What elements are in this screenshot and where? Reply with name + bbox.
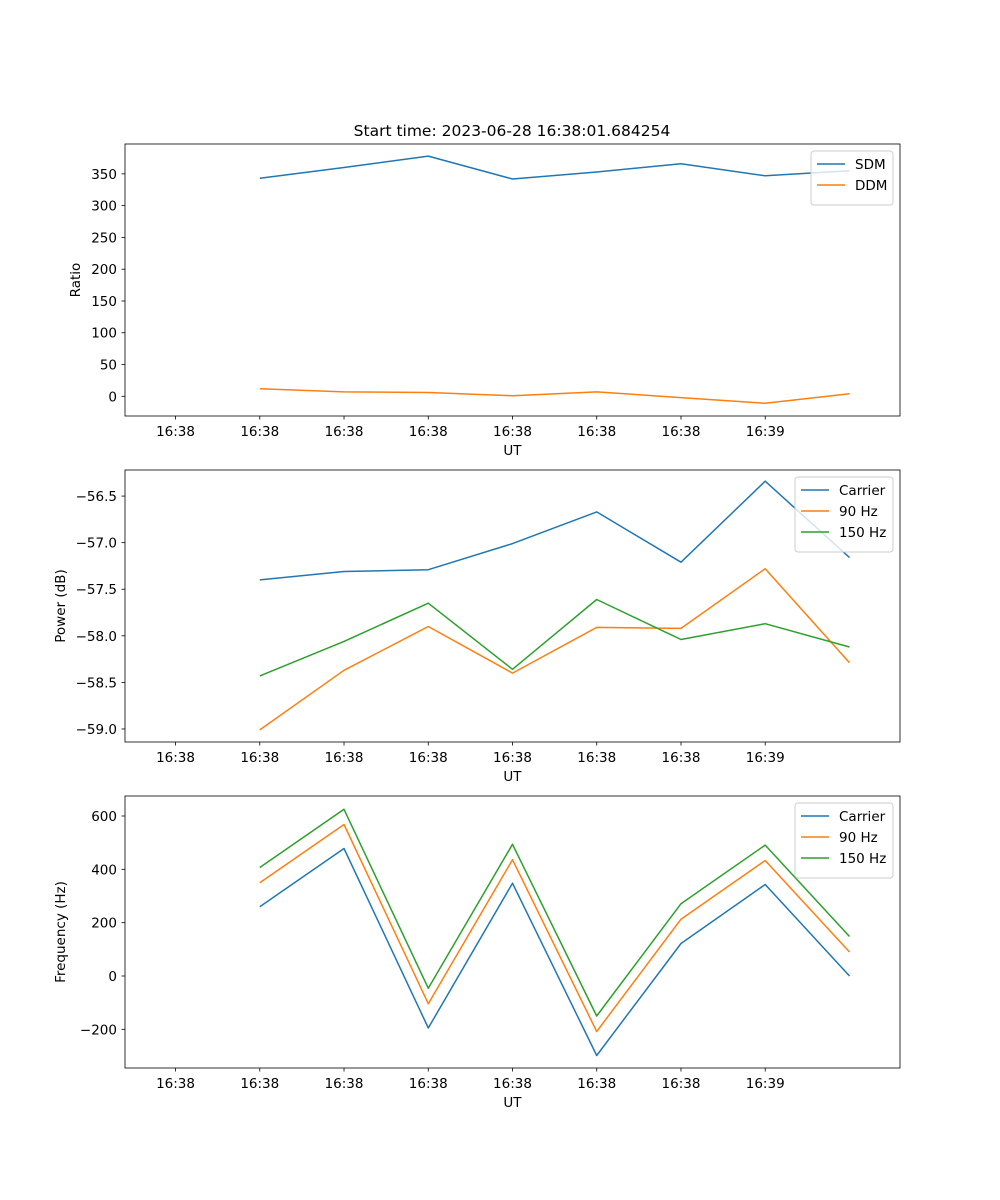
x-tick-label: 16:38 <box>409 1076 448 1092</box>
x-axis-label: UT <box>503 443 522 459</box>
x-tick-label: 16:38 <box>493 1076 532 1092</box>
y-tick-label: 0 <box>108 389 117 405</box>
legend-label: 90 Hz <box>839 504 878 520</box>
x-tick-label: 16:38 <box>240 1076 279 1092</box>
x-tick-label: 16:38 <box>156 1076 195 1092</box>
chart-title: Start time: 2023-06-28 16:38:01.684254 <box>354 122 671 140</box>
legend-label: Carrier <box>839 809 886 825</box>
y-tick-label: 350 <box>91 167 117 183</box>
legend-label: 90 Hz <box>839 830 878 846</box>
x-tick-label: 16:38 <box>662 424 701 440</box>
x-tick-label: 16:38 <box>409 750 448 766</box>
y-tick-label: −57.0 <box>76 536 117 552</box>
x-tick-label: 16:38 <box>409 424 448 440</box>
subplot-2: 16:38 16:38 16:38 16:38 16:38 16:38 16:38 16:39… <box>53 469 901 785</box>
x-tick-label: 16:39 <box>746 1076 785 1092</box>
series-line-90-hz <box>259 567 851 731</box>
y-tick-label: −57.5 <box>76 582 117 598</box>
series-line-90-hz <box>259 823 851 1033</box>
legend: SDM DDM <box>810 150 894 206</box>
legend-box <box>794 802 894 879</box>
y-tick-label: 50 <box>100 358 117 374</box>
y-tick-label: −58.5 <box>76 675 117 691</box>
y-tick-label: −200 <box>80 1022 117 1038</box>
x-tick-label: 16:38 <box>662 750 701 766</box>
x-tick-label: 16:38 <box>577 424 616 440</box>
y-axis-label: Frequency (Hz) <box>53 881 69 983</box>
x-tick-label: 16:38 <box>156 424 195 440</box>
x-tick-label: 16:38 <box>662 1076 701 1092</box>
legend: Carrier 90 Hz 150 Hz <box>794 476 894 553</box>
x-tick-label: 16:38 <box>240 424 279 440</box>
y-tick-label: 0 <box>108 969 117 985</box>
x-tick-label: 16:38 <box>156 750 195 766</box>
y-tick-label: 200 <box>91 916 117 932</box>
series-line-carrier <box>259 480 851 581</box>
legend-label: DDM <box>855 178 887 194</box>
x-tick-label: 16:38 <box>577 750 616 766</box>
x-tick-label: 16:39 <box>746 750 785 766</box>
x-tick-label: 16:38 <box>325 424 364 440</box>
x-tick-label: 16:38 <box>577 1076 616 1092</box>
legend-label: 150 Hz <box>839 525 886 541</box>
y-tick-label: −56.5 <box>76 489 117 505</box>
subplot-3: 16:38 16:38 16:38 16:38 16:38 16:38 16:38 16:39… <box>53 795 901 1111</box>
x-axis-label: UT <box>503 1095 522 1111</box>
x-tick-label: 16:38 <box>240 750 279 766</box>
legend-box <box>794 476 894 553</box>
x-tick-label: 16:38 <box>325 750 364 766</box>
legend-label: SDM <box>855 157 886 173</box>
x-tick-label: 16:38 <box>493 750 532 766</box>
x-axis-label: UT <box>503 769 522 785</box>
y-axis-label: Ratio <box>68 263 84 298</box>
y-tick-label: 600 <box>91 809 117 825</box>
y-tick-label: −58.0 <box>76 629 117 645</box>
y-tick-label: 250 <box>91 230 117 246</box>
series-line-150-hz <box>259 598 850 677</box>
x-tick-label: 16:38 <box>325 1076 364 1092</box>
y-tick-label: 150 <box>91 294 117 310</box>
y-tick-label: 400 <box>91 862 117 878</box>
series-line-150-hz <box>259 808 851 1017</box>
legend: Carrier 90 Hz 150 Hz <box>794 802 894 879</box>
y-tick-label: −59.0 <box>76 722 117 738</box>
series-line-sdm <box>259 155 850 180</box>
subplot-1: 16:38 16:38 16:38 16:38 16:38 16:38 16:38 16:39… <box>68 143 901 459</box>
x-tick-label: 16:39 <box>746 424 785 440</box>
y-tick-label: 300 <box>91 199 117 215</box>
legend-label: Carrier <box>839 483 886 499</box>
series-line-carrier <box>259 847 851 1057</box>
series-line-ddm <box>259 387 850 405</box>
x-tick-label: 16:38 <box>493 424 532 440</box>
y-tick-label: 100 <box>91 326 117 342</box>
y-axis-label: Power (dB) <box>53 569 69 642</box>
y-tick-label: 200 <box>91 262 117 278</box>
legend-label: 150 Hz <box>839 851 886 867</box>
